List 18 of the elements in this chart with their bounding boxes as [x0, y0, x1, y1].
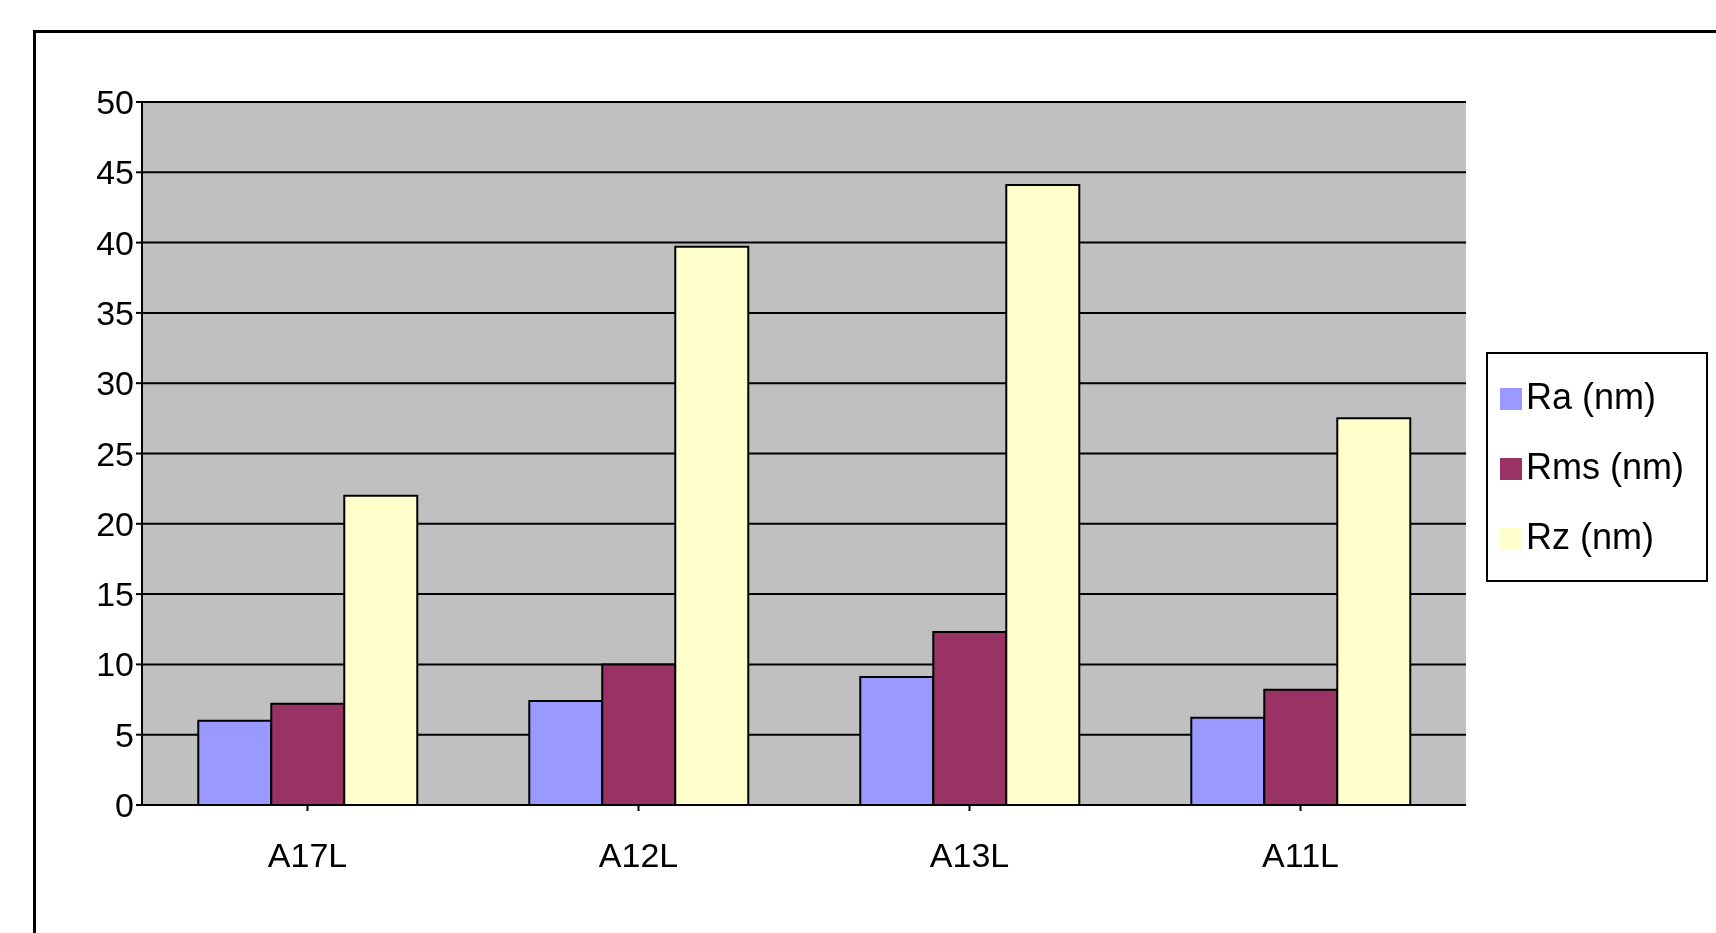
- legend-label: Rms (nm): [1526, 445, 1684, 487]
- y-tick-label: 0: [115, 786, 134, 825]
- y-tick-label: 5: [115, 715, 134, 754]
- legend-label: Rz (nm): [1526, 515, 1655, 557]
- y-tick-label: 50: [96, 83, 134, 122]
- x-tick-label: A11L: [1262, 836, 1339, 875]
- x-tick-label: A12L: [598, 836, 679, 875]
- y-tick-label: 40: [96, 223, 134, 262]
- y-tick-label: 35: [96, 293, 134, 332]
- legend-label: Ra (nm): [1526, 375, 1657, 417]
- y-tick-label: 15: [96, 575, 134, 614]
- x-tick-label: A13L: [929, 836, 1010, 875]
- x-tick-label: A17L: [267, 836, 348, 875]
- y-tick-label: 20: [96, 504, 134, 543]
- y-tick-label: 30: [96, 364, 134, 403]
- y-tick-label: 10: [96, 645, 134, 684]
- y-tick-label: 25: [96, 434, 134, 473]
- y-tick-label: 45: [96, 153, 134, 192]
